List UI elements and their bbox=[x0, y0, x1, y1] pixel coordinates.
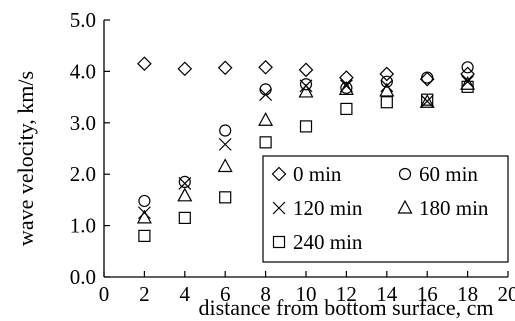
x-tick-label: 0 bbox=[99, 282, 110, 306]
data-point-triangle bbox=[217, 158, 233, 173]
data-point-triangle bbox=[298, 83, 314, 98]
data-point-diamond bbox=[258, 59, 273, 75]
data-point-square bbox=[178, 211, 191, 224]
y-tick-label: 2.0 bbox=[70, 162, 96, 186]
legend-marker-circle bbox=[398, 167, 412, 181]
x-tick-label: 4 bbox=[180, 282, 191, 306]
data-point-circle bbox=[461, 61, 474, 74]
data-points bbox=[136, 56, 476, 242]
data-point-square bbox=[259, 136, 272, 149]
data-point-diamond bbox=[460, 66, 475, 82]
x-tick-label: 6 bbox=[220, 282, 231, 306]
x-tick-label: 14 bbox=[376, 282, 398, 306]
data-point-square bbox=[138, 229, 151, 242]
y-tick-label: 0.0 bbox=[70, 265, 96, 289]
data-point-square bbox=[219, 191, 232, 204]
data-point-triangle bbox=[419, 93, 435, 108]
data-point-diamond bbox=[298, 62, 314, 78]
x-tick-label: 12 bbox=[336, 282, 357, 306]
x-tick-label: 16 bbox=[417, 282, 438, 306]
data-point-circle bbox=[421, 71, 434, 84]
data-point-circle bbox=[219, 124, 232, 137]
y-tick-label: 4.0 bbox=[70, 59, 96, 83]
y-tick-label: 3.0 bbox=[70, 111, 96, 135]
legend-label: 120 min bbox=[293, 196, 363, 220]
data-point-square bbox=[299, 120, 313, 133]
data-point-diamond bbox=[217, 60, 233, 76]
x-axis-ticks: 0 2 4 6 8 10 12 14 16 18 20 bbox=[99, 271, 515, 306]
legend-label: 240 min bbox=[293, 230, 363, 254]
data-point-square bbox=[380, 96, 393, 109]
y-tick-label: 5.0 bbox=[70, 8, 96, 32]
data-point-square bbox=[340, 102, 353, 116]
data-point-cross bbox=[137, 206, 151, 220]
data-point-diamond bbox=[379, 66, 395, 82]
legend-label: 60 min bbox=[419, 162, 478, 186]
data-point-circle bbox=[178, 175, 191, 189]
legend-label: 0 min bbox=[293, 162, 342, 186]
legend-marker-diamond bbox=[271, 166, 287, 182]
y-tick-label: 1.0 bbox=[70, 214, 96, 238]
data-point-circle bbox=[259, 83, 272, 96]
data-point-circle bbox=[380, 75, 393, 88]
x-tick-label: 2 bbox=[139, 282, 150, 306]
legend-marker-square bbox=[272, 235, 286, 249]
data-point-square bbox=[421, 93, 434, 106]
data-point-triangle bbox=[460, 75, 476, 90]
data-point-cross bbox=[178, 177, 192, 190]
x-tick-label: 20 bbox=[498, 282, 515, 306]
data-point-triangle bbox=[379, 82, 395, 97]
legend bbox=[262, 155, 509, 263]
data-point-diamond bbox=[137, 56, 152, 72]
x-axis-title: distance from bottom surface, cm bbox=[198, 295, 493, 320]
x-tick-label: 18 bbox=[457, 282, 478, 306]
data-point-square bbox=[461, 80, 474, 93]
data-point-diamond bbox=[177, 61, 193, 77]
legend-label: 180 min bbox=[419, 196, 489, 220]
legend-marker-triangle bbox=[397, 199, 413, 214]
data-point-cross bbox=[218, 137, 232, 151]
data-point-cross bbox=[259, 88, 273, 101]
x-tick-label: 8 bbox=[260, 282, 271, 306]
data-point-diamond bbox=[419, 71, 435, 87]
data-point-diamond bbox=[339, 70, 354, 85]
data-point-triangle bbox=[258, 111, 274, 126]
x-tick-label: 10 bbox=[296, 282, 317, 306]
legend-items: 0 min 60 min 120 min 180 min 240 min bbox=[271, 162, 489, 254]
data-point-triangle bbox=[338, 81, 354, 95]
data-point-cross bbox=[380, 79, 394, 93]
y-axis-title: wave velocity, km/s bbox=[13, 71, 38, 246]
data-point-circle bbox=[299, 78, 313, 91]
data-point-circle bbox=[138, 194, 151, 208]
legend-marker-cross bbox=[272, 201, 286, 215]
data-point-triangle bbox=[136, 209, 152, 224]
data-point-triangle bbox=[177, 187, 193, 202]
